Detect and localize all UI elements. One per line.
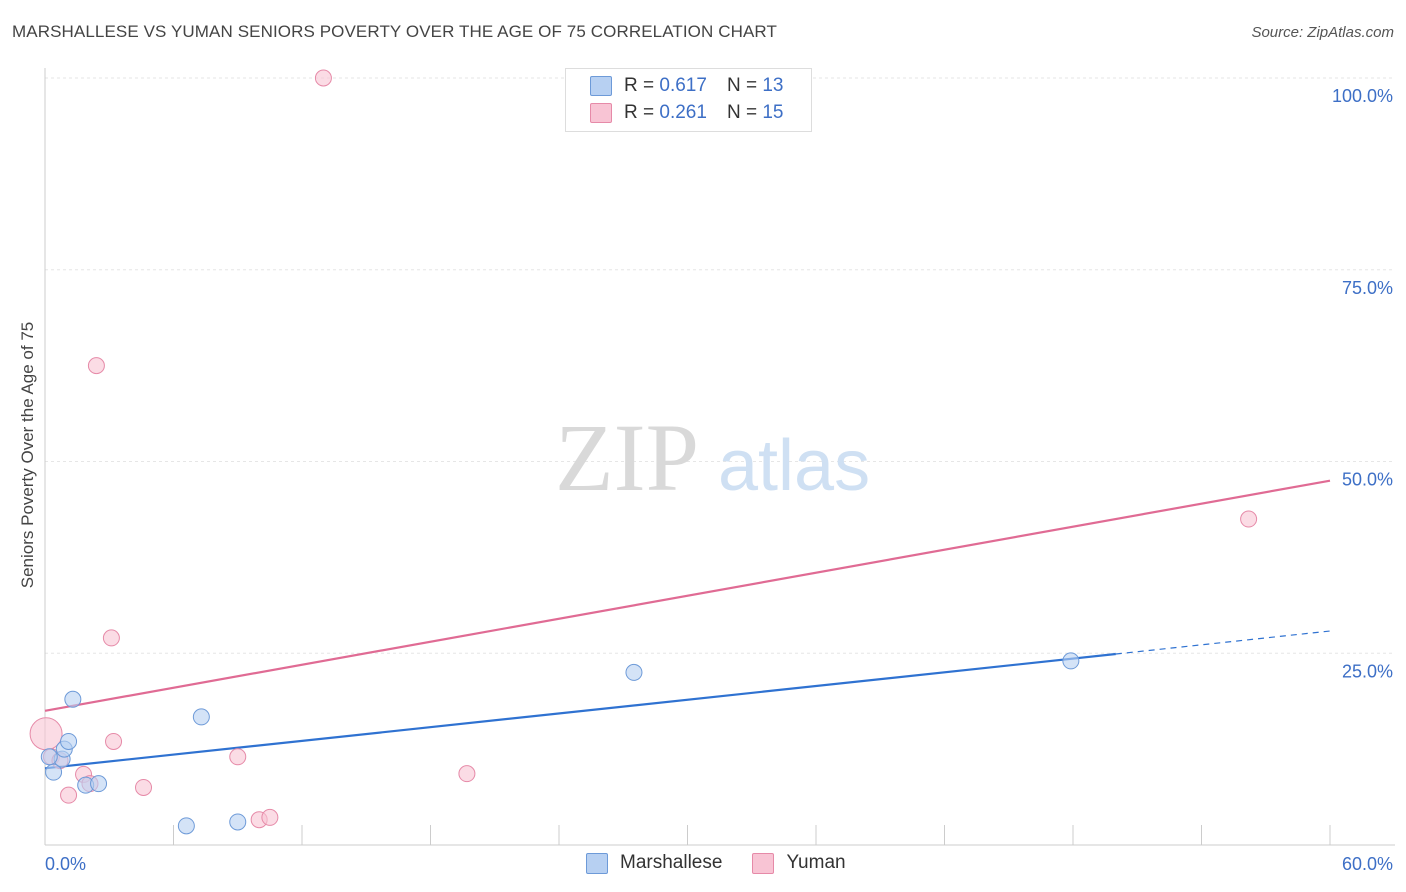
y-tick-label: 50.0% [1342, 470, 1393, 490]
r-value-marshallese: 0.617 [659, 75, 707, 96]
marshallese-trend-extension [1115, 630, 1331, 655]
legend-label-yuman: Yuman [786, 852, 846, 873]
yuman-trend-line [44, 479, 1331, 712]
legend-label-marshallese: Marshallese [620, 852, 723, 873]
marshallese-point [1062, 652, 1080, 670]
data-points [29, 69, 1258, 835]
marshallese-legend-swatch [586, 852, 608, 874]
yuman-point [1240, 510, 1258, 528]
y-axis-label: Seniors Poverty Over the Age of 75 [18, 322, 37, 588]
watermark-atlas: atlas [718, 426, 870, 506]
n-label: N = [726, 75, 758, 96]
yuman-point [105, 732, 123, 750]
tick-labels: 25.0% 50.0% 75.0% 100.0% 0.0% 60.0% [45, 86, 1393, 874]
marshallese-point [60, 732, 78, 750]
axes [44, 68, 1395, 846]
marshallese-point [90, 775, 108, 793]
marshallese-trend-line [44, 652, 1116, 770]
n-value-yuman: 15 [762, 102, 784, 123]
n-value-marshallese: 13 [762, 75, 784, 96]
legend-item-yuman[interactable]: Yuman [752, 852, 846, 874]
marshallese-swatch [590, 76, 612, 96]
marshallese-point [40, 748, 58, 766]
x-tick-label-max: 60.0% [1342, 854, 1393, 874]
y-tick-label: 75.0% [1342, 278, 1393, 298]
r-value-yuman: 0.261 [659, 102, 707, 123]
yuman-swatch [590, 103, 612, 123]
x-tick-label-min: 0.0% [45, 854, 86, 874]
yuman-point [314, 69, 332, 87]
y-tick-label: 100.0% [1332, 86, 1393, 106]
trend-lines [44, 479, 1331, 770]
marshallese-point [177, 817, 195, 835]
legend-row-marshallese: R = 0.617 N = 13 [590, 73, 783, 99]
source-label: Source: ZipAtlas.com [1251, 24, 1394, 41]
marshallese-point [625, 663, 643, 681]
yuman-point [102, 629, 120, 647]
yuman-point [458, 765, 476, 783]
yuman-point [261, 808, 279, 826]
r-label: R = [624, 75, 655, 96]
legend-item-marshallese[interactable]: Marshallese [586, 852, 722, 874]
yuman-legend-swatch [752, 852, 775, 874]
marshallese-point [64, 690, 82, 708]
yuman-point [135, 778, 153, 796]
gridlines [45, 77, 1395, 654]
r-label: R = [624, 102, 655, 123]
legend-row-yuman: R = 0.261 N = 15 [590, 100, 783, 126]
yuman-point [229, 748, 247, 766]
marshallese-point [192, 708, 210, 726]
series-legend: Marshallese Yuman [586, 852, 876, 874]
watermark-zip: ZIP [555, 404, 699, 511]
n-label: N = [726, 102, 758, 123]
y-tick-label: 25.0% [1342, 661, 1393, 681]
chart-title: MARSHALLESE VS YUMAN SENIORS POVERTY OVE… [12, 22, 777, 41]
yuman-point [60, 786, 78, 804]
yuman-point [87, 357, 105, 375]
stats-legend: R = 0.617 N = 13 R = 0.261 N = 15 [565, 68, 812, 132]
marshallese-point [229, 813, 247, 831]
